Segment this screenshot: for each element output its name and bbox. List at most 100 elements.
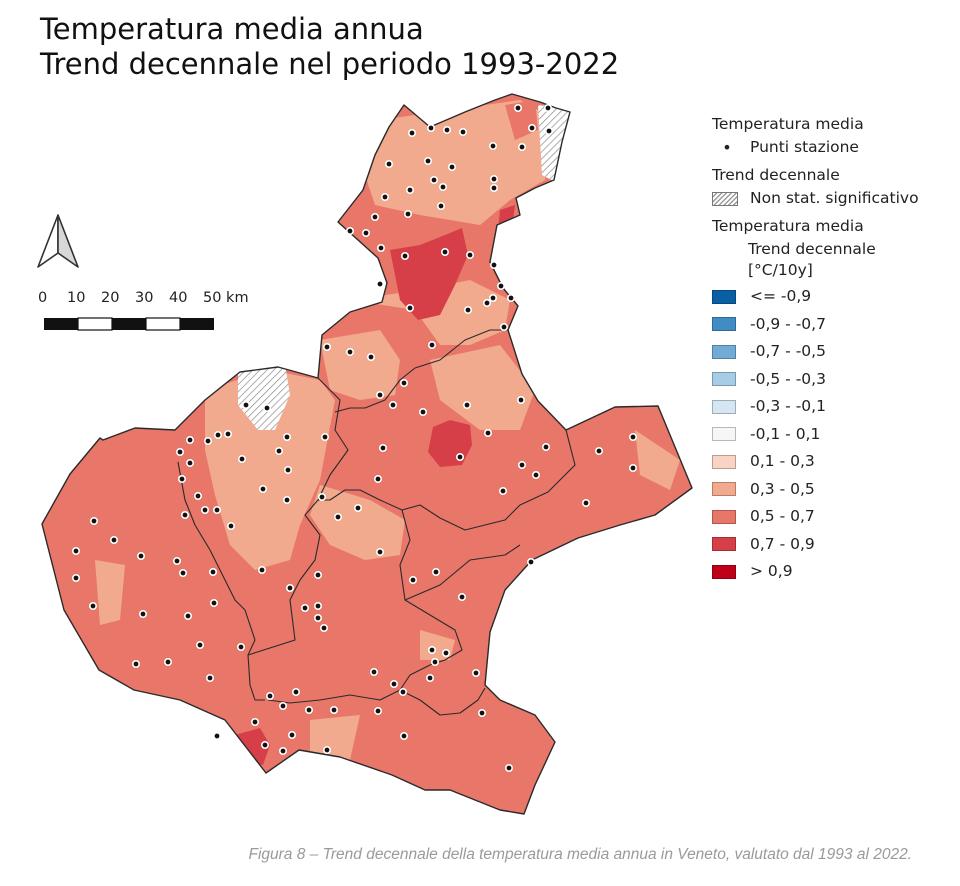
station-point [407,129,416,138]
station-point [405,186,414,195]
station-point [313,601,322,610]
legend-swatch [712,372,736,387]
station-point [260,740,269,749]
station-point [488,293,497,302]
figure-caption: Figura 8 – Trend decennale della tempera… [248,846,912,863]
scale-label: 20 [101,290,120,306]
legend-class-label: 0,7 - 0,9 [750,534,815,553]
station-point [628,432,637,441]
station-point [333,512,342,521]
legend-class-item: 0,1 - 0,3 [712,448,952,476]
station-point [213,505,222,514]
station-point [375,279,384,288]
station-point [242,400,251,409]
station-point [438,183,447,192]
station-point [457,592,466,601]
station-point [544,127,553,136]
legend-swatch [712,454,736,469]
station-point [132,659,141,668]
legend-swatch [712,482,736,497]
scale-label: 40 [169,290,188,306]
station-point [370,213,379,222]
station-point [164,657,173,666]
station-point [317,492,326,501]
station-point [262,403,271,412]
legend-swatch [712,344,736,359]
legend-unit: [°C/10y] [748,261,813,279]
station-point [455,452,464,461]
station-point [427,645,436,654]
station-point [278,746,287,755]
legend-subtitle: Trend decennale [748,240,876,258]
station-point [373,706,382,715]
scale-bar [44,317,214,331]
station-point [196,640,205,649]
station-point [361,229,370,238]
station-point [139,609,148,618]
station-point [436,202,445,211]
station-point [465,251,474,260]
station-point [258,484,267,493]
station-point [373,474,382,483]
station-point [483,428,492,437]
legend-class-item: -0,5 - -0,3 [712,366,952,394]
station-point [283,465,292,474]
legend-class-label: -0,5 - -0,3 [750,369,826,388]
legend-class-item: 0,5 - 0,7 [712,503,952,531]
legend-class-label: -0,3 - -0,1 [750,397,826,416]
station-point [304,705,313,714]
station-point [517,460,526,469]
station-point [388,400,397,409]
station-point [213,731,222,740]
legend-stations-item: • Punti stazione [712,137,952,158]
station-point [369,667,378,676]
station-point [496,281,505,290]
legend-class-label: 0,3 - 0,5 [750,479,815,498]
legend-class-label: -0,9 - -0,7 [750,314,826,333]
station-point [541,442,550,451]
legend-swatch [712,509,736,524]
station-point [204,436,213,445]
station-point [110,535,119,544]
station-point [482,298,491,307]
station-point [282,495,291,504]
station-point [72,546,81,555]
station-point [499,322,508,331]
station-point [418,407,427,416]
station-point [527,124,536,133]
station-point [319,623,328,632]
station-point [506,293,515,302]
station-point [224,429,233,438]
station-point [173,556,182,565]
legend-class-label: <= -0,9 [750,287,812,306]
legend-class-label: 0,1 - 0,3 [750,452,815,471]
legend-class-item: -0,9 - -0,7 [712,311,952,339]
station-point [184,611,193,620]
title-line-2: Trend decennale nel periodo 1993-2022 [40,47,620,81]
station-point [345,227,354,236]
station-point [628,463,637,472]
legend-class-item: -0,3 - -0,1 [712,393,952,421]
station-point [489,175,498,184]
station-point [186,435,195,444]
station-point [274,446,283,455]
region-boundary [41,93,693,815]
station-point [322,745,331,754]
station-point [442,126,451,135]
legend-hatch-label: Non stat. significativo [750,189,919,207]
station-point [137,551,146,560]
map-title: Temperatura media annua Trend decennale … [40,12,619,82]
station-point [375,390,384,399]
legend-swatch [712,317,736,332]
scale-label: 50 km [203,290,249,306]
legend-stations-label: Punti stazione [750,138,859,156]
station-point [72,573,81,582]
station-points [72,104,637,772]
station-point [210,598,219,607]
legend-swatch [712,427,736,442]
station-point [201,505,210,514]
station-point [322,342,331,351]
station-point [531,470,540,479]
station-point [376,244,385,253]
